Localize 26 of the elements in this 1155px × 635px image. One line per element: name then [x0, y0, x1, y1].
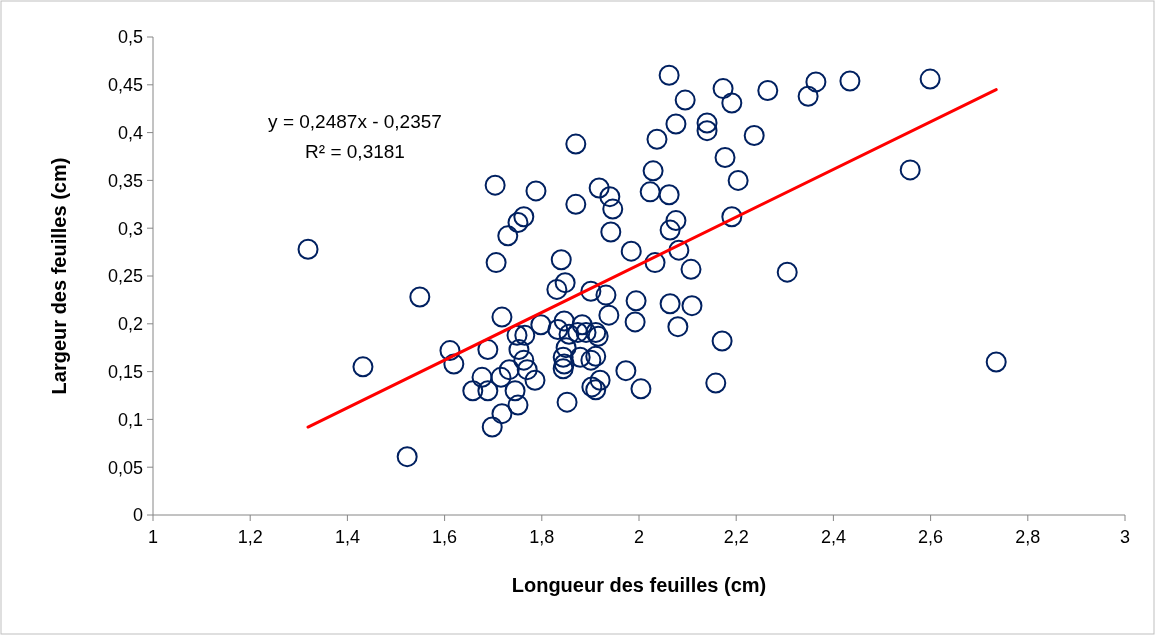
- y-tick-label: 0,1: [117, 409, 143, 430]
- x-tick-label: 1,8: [529, 527, 555, 547]
- annotation: y = 0,2487x - 0,2357: [268, 111, 442, 132]
- x-tick-label: 2,2: [723, 527, 749, 547]
- y-tick-label: 0,3: [117, 218, 143, 239]
- y-tick-label: 0,5: [117, 27, 143, 48]
- x-axis-title: Longueur des feuilles (cm): [511, 574, 767, 596]
- y-tick-label: 0,45: [107, 75, 143, 96]
- x-tick-label: 3: [1119, 527, 1131, 547]
- y-axis-title: Largeur des feuilles (cm): [48, 157, 70, 395]
- annotation: R² = 0,3181: [305, 141, 405, 162]
- x-tick-label: 1,6: [432, 527, 458, 547]
- y-tick-label: 0,2: [117, 314, 143, 335]
- y-tick-label: 0,05: [107, 457, 143, 478]
- x-tick-label: 2,8: [1015, 527, 1041, 547]
- y-tick-label: 0,35: [107, 170, 143, 191]
- y-tick-label: 0,4: [117, 122, 143, 143]
- x-tick-label: 2,4: [820, 527, 846, 547]
- x-tick-label: 1: [147, 527, 159, 547]
- y-tick-label: 0,15: [107, 361, 143, 382]
- y-tick-label: 0,25: [107, 266, 143, 287]
- x-tick-label: 2,6: [918, 527, 944, 547]
- x-tick-label: 1,2: [237, 527, 263, 547]
- x-tick-label: 1,4: [334, 527, 360, 547]
- y-tick-label: 0: [132, 505, 143, 526]
- x-tick-label: 2: [633, 527, 645, 547]
